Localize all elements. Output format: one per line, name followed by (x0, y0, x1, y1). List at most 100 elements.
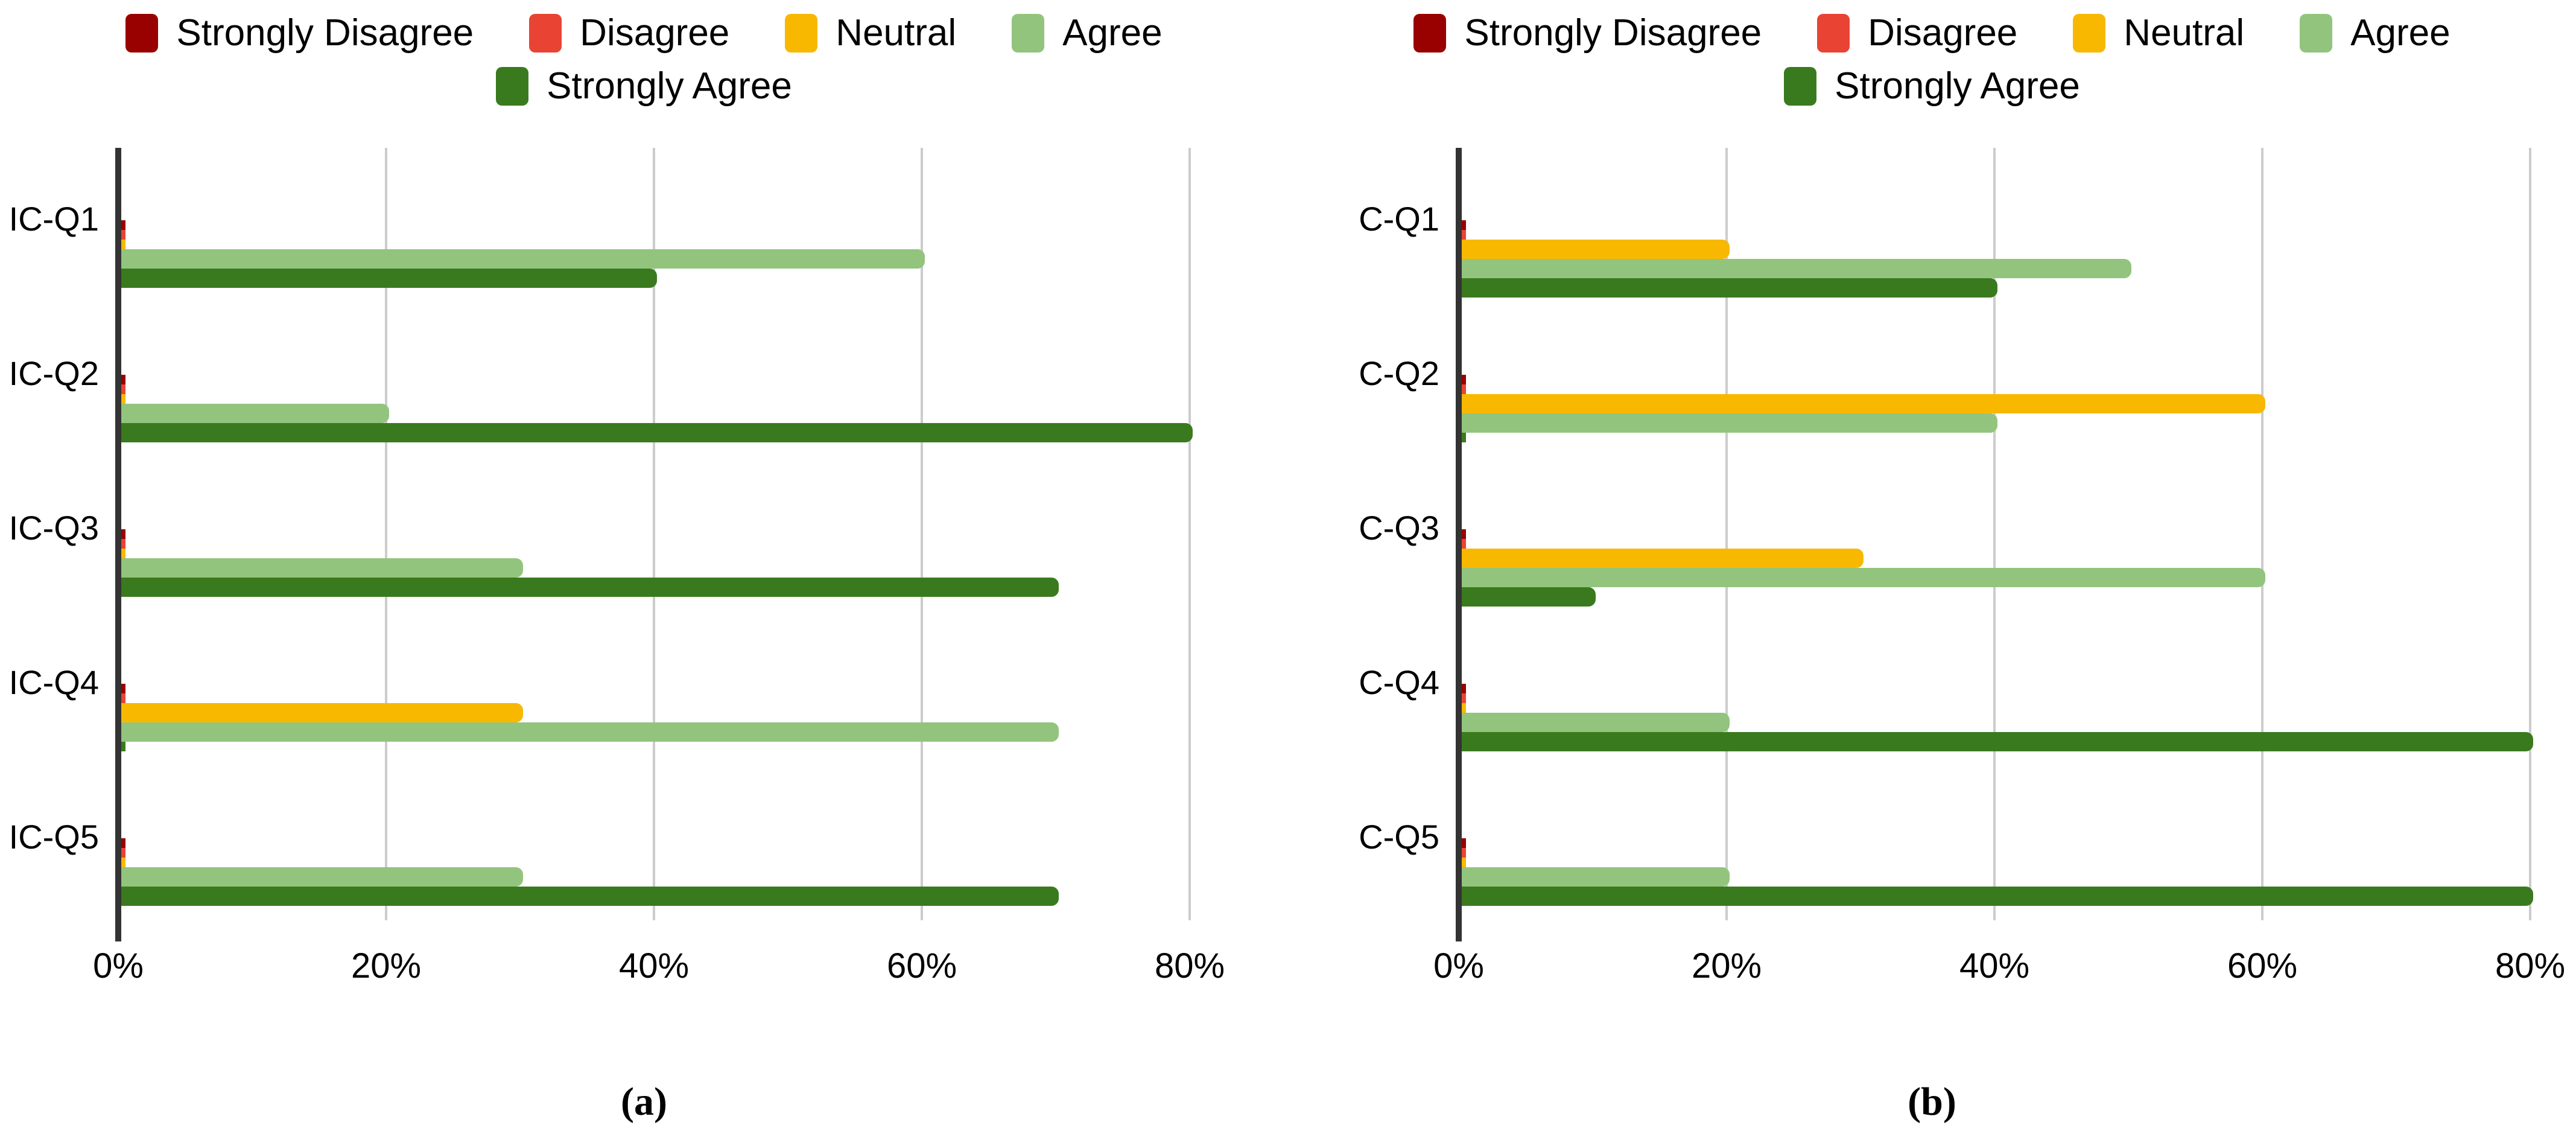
gridline (2261, 148, 2264, 920)
zero-bar-sliver-strongly-disagree (1462, 684, 1466, 693)
zero-bar-sliver-neutral (1462, 703, 1466, 713)
bar-group (1462, 220, 2131, 298)
gridline (385, 148, 387, 920)
x-tick-label: 40% (618, 946, 690, 986)
category-label: C-Q2 (1359, 354, 1439, 392)
legend-item-label: Disagree (1868, 12, 2018, 54)
gridline (1993, 148, 1996, 920)
bar-strongly-agree (121, 423, 1193, 442)
bar-strongly-agree (1462, 587, 1596, 607)
zero-bar-sliver-strongly-disagree (1462, 220, 1466, 230)
bar-agree (1462, 259, 2131, 278)
legend-item-label: Strongly Disagree (176, 12, 474, 54)
legend-swatch-icon (125, 14, 159, 53)
zero-bar-sliver-neutral (121, 240, 125, 249)
legend-swatch-icon (2073, 14, 2106, 53)
plot-area: C-Q1 C-Q2 C-Q3 C-Q4 C-Q5 (1288, 148, 2576, 941)
caption-b-text: (b) (1908, 1080, 1956, 1124)
bar-agree (121, 404, 389, 423)
legend-swatch-icon (2300, 14, 2333, 53)
zero-bar-sliver-disagree (1462, 384, 1466, 394)
zero-bar-sliver-strongly-disagree (121, 529, 125, 539)
category-row: C-Q1 (1288, 148, 2576, 302)
gridline (653, 148, 655, 920)
zero-bar-sliver-strongly-disagree (1462, 838, 1466, 848)
gridline (921, 148, 923, 920)
plot-area: IC-Q1 IC-Q2 IC-Q3 IC-Q4 IC-Q5 (0, 148, 1288, 941)
category-label: IC-Q4 (8, 663, 99, 701)
zero-bar-sliver-disagree (121, 693, 125, 703)
legend-swatch-icon (496, 67, 529, 106)
bar-strongly-agree (1462, 278, 1997, 298)
x-tick-label: 60% (886, 946, 957, 986)
category-label: C-Q3 (1359, 509, 1439, 547)
zero-bar-sliver-strongly-agree (1462, 433, 1466, 442)
legend-swatch-icon (1784, 67, 1817, 106)
zero-bar-sliver-disagree (121, 848, 125, 858)
legend-item-label: Agree (2350, 12, 2451, 54)
bar-group (121, 529, 1059, 597)
category-row: C-Q5 (1288, 766, 2576, 920)
gridline (2529, 148, 2531, 920)
bar-neutral (1462, 240, 1730, 259)
x-tick-label: 60% (2227, 946, 2298, 986)
bar-agree (1462, 867, 1730, 887)
legend-row-1: Strongly Disagree Disagree Neutral Agree (125, 13, 1163, 53)
zero-bar-sliver-disagree (121, 230, 125, 240)
legend: Strongly Disagree Disagree Neutral Agree Str… (0, 13, 1288, 106)
legend-item: Strongly Disagree (1413, 13, 1762, 53)
category-label: IC-Q2 (8, 354, 99, 392)
zero-bar-sliver-strongly-disagree (1462, 529, 1466, 539)
legend-swatch-icon (529, 14, 562, 53)
zero-bar-sliver-neutral (121, 858, 125, 867)
bar-agree (1462, 568, 2265, 587)
legend-item: Strongly Agree (1784, 66, 2080, 106)
zero-bar-sliver-disagree (121, 384, 125, 394)
legend-item: Agree (1012, 13, 1163, 53)
zero-bar-sliver-strongly-disagree (1462, 375, 1466, 384)
legend: Strongly Disagree Disagree Neutral Agree Str… (1288, 13, 2576, 106)
category-row: IC-Q5 (0, 766, 1288, 920)
category-row: C-Q2 (1288, 302, 2576, 457)
bar-group (1462, 838, 2533, 906)
category-label: C-Q5 (1359, 818, 1439, 856)
legend-item-label: Strongly Agree (1835, 65, 2080, 107)
bar-agree (1462, 713, 1730, 732)
legend-item: Strongly Disagree (125, 13, 474, 53)
category-row: IC-Q1 (0, 148, 1288, 302)
y-axis-line (1456, 148, 1462, 941)
legend-item-label: Neutral (2124, 12, 2245, 54)
x-tick-label: 80% (2495, 946, 2566, 986)
category-row: IC-Q2 (0, 302, 1288, 457)
category-row: IC-Q4 (0, 611, 1288, 766)
legend-swatch-icon (1413, 14, 1447, 53)
category-label: C-Q4 (1359, 663, 1439, 701)
caption-b: (b) (1288, 1079, 2576, 1125)
bar-strongly-agree (121, 578, 1059, 597)
x-tick-label: 0% (93, 946, 144, 986)
legend-item: Agree (2300, 12, 2451, 54)
gridline (1188, 148, 1191, 920)
bar-agree (121, 249, 925, 269)
legend-item-label: Strongly Agree (547, 65, 792, 107)
legend-item: Disagree (1817, 13, 2017, 53)
bar-agree (121, 867, 523, 887)
legend-item: Neutral (2073, 13, 2244, 53)
caption-a: (a) (0, 1079, 1288, 1125)
category-label: C-Q1 (1359, 200, 1439, 238)
bar-strongly-agree (121, 269, 657, 288)
gridline (1725, 148, 1728, 920)
caption-a-text: (a) (621, 1080, 667, 1124)
zero-bar-sliver-disagree (121, 539, 125, 549)
legend-item: Neutral (785, 13, 956, 53)
bar-agree (121, 558, 523, 578)
bar-strongly-agree (121, 887, 1059, 906)
bar-group (121, 220, 925, 288)
bar-strongly-agree (1462, 732, 2533, 751)
category-label: IC-Q5 (8, 818, 99, 856)
bar-neutral (1462, 394, 2265, 413)
bar-group (1462, 684, 2533, 751)
zero-bar-sliver-strongly-disagree (121, 375, 125, 384)
bar-group (1462, 529, 2265, 607)
